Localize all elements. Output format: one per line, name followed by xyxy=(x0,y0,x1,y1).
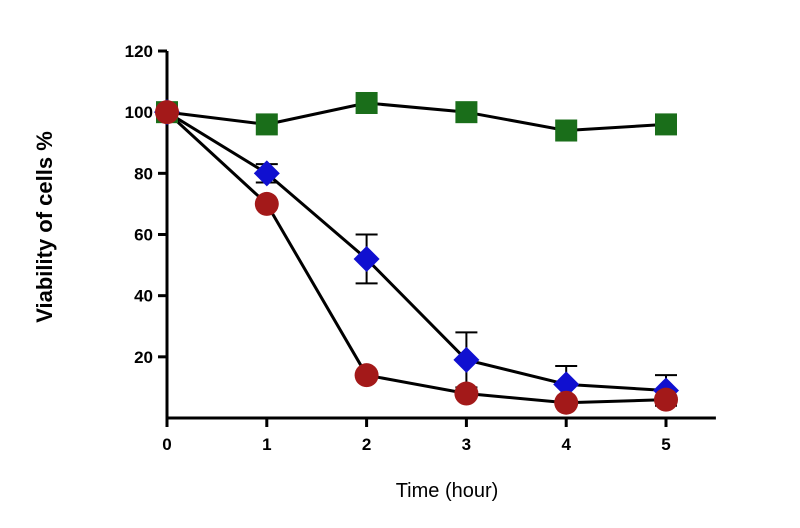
data-point-circle xyxy=(654,387,678,412)
data-point-square xyxy=(255,113,278,136)
y-tick-label: 40 xyxy=(134,287,153,306)
x-tick-label: 1 xyxy=(262,435,271,454)
data-point-square xyxy=(355,91,378,114)
data-point-square xyxy=(455,101,478,124)
data-point-square xyxy=(555,119,578,142)
x-tick-label: 0 xyxy=(162,435,171,454)
x-tick-label: 2 xyxy=(362,435,371,454)
y-tick-label: 80 xyxy=(134,164,153,183)
y-tick-label: 20 xyxy=(134,348,153,367)
data-point-diamond xyxy=(353,245,380,272)
data-point-circle xyxy=(454,381,479,406)
data-point-circle xyxy=(254,191,279,216)
data-point-circle xyxy=(554,390,579,415)
data-point-diamond xyxy=(253,160,280,187)
data-point-circle xyxy=(155,100,179,125)
y-tick-label: 100 xyxy=(125,103,153,122)
series-line-diamond xyxy=(166,110,667,392)
series-layer xyxy=(154,91,679,415)
y-tick-label: 60 xyxy=(134,226,153,245)
y-tick-label: 120 xyxy=(125,42,153,61)
data-point-square xyxy=(655,113,677,136)
x-axis-label: Time (hour) xyxy=(396,480,499,502)
y-axis-label: Viability of cells % xyxy=(32,131,57,323)
x-tick-label: 5 xyxy=(661,435,670,454)
axes: 20 40 60 80 100 120 0 1 2 3 4 5 xyxy=(125,42,716,454)
series-line-square xyxy=(166,101,667,133)
x-tick-label: 4 xyxy=(561,435,571,454)
data-point-circle xyxy=(354,363,379,388)
series-line-circle xyxy=(165,111,667,405)
data-point-diamond xyxy=(553,371,580,398)
data-point-diamond xyxy=(453,346,480,373)
x-tick-label: 3 xyxy=(462,435,471,454)
